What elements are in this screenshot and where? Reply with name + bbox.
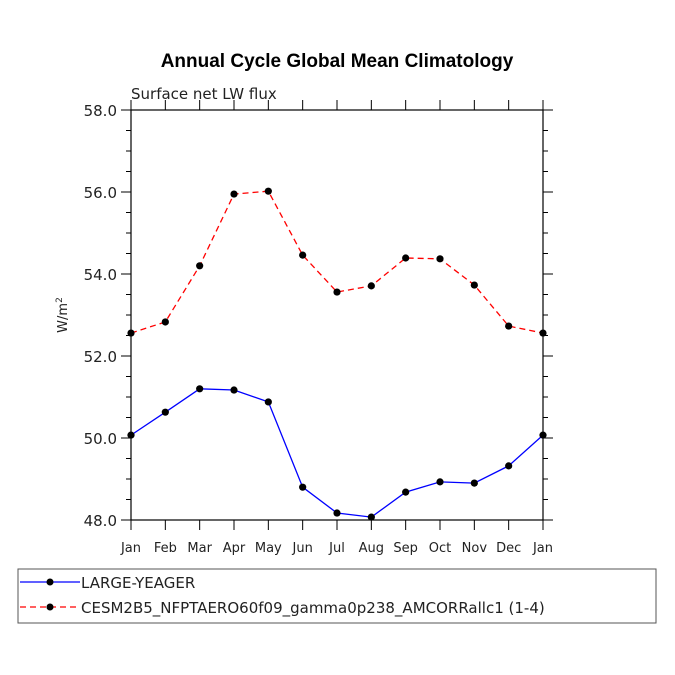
plot-frame (130, 109, 544, 521)
data-point (505, 462, 513, 470)
data-point (264, 187, 272, 195)
x-tick-label: Jun (292, 541, 313, 556)
data-point (299, 251, 307, 259)
data-point (402, 254, 410, 262)
data-point (196, 385, 204, 393)
y-axis-label-text: W/m (56, 303, 71, 333)
y-tick-label: 48.0 (84, 512, 117, 530)
x-tick-label: Feb (154, 541, 177, 556)
x-tick-label: Dec (496, 541, 521, 556)
y-tick-label: 54.0 (84, 266, 117, 284)
chart-subtitle: Surface net LW flux (131, 85, 277, 103)
data-point (505, 322, 513, 330)
data-point (402, 488, 410, 496)
data-point (127, 329, 135, 337)
data-point (161, 408, 169, 416)
x-tick-label: Sep (393, 541, 418, 556)
data-point (127, 431, 135, 439)
x-tick-label: May (255, 541, 282, 556)
x-tick-label: Jan (532, 541, 553, 556)
y-tick-label: 52.0 (84, 348, 117, 366)
x-tick-label: Jul (328, 541, 345, 556)
data-point (367, 513, 375, 521)
y-axis-label-sup: 2 (55, 297, 65, 303)
data-point (230, 386, 238, 394)
x-tick-label: Mar (187, 541, 212, 556)
data-point (264, 398, 272, 406)
x-tick-label: Nov (462, 541, 488, 556)
data-point (230, 190, 238, 198)
y-tick-label: 58.0 (84, 102, 117, 120)
y-tick-label: 50.0 (84, 430, 117, 448)
x-tick-label: Apr (223, 541, 246, 556)
data-point (161, 318, 169, 326)
data-point (539, 431, 547, 439)
data-point (196, 262, 204, 270)
series-line-1 (130, 190, 544, 334)
series-group (127, 187, 547, 521)
x-tick-label: Oct (429, 541, 451, 556)
x-tick-label: Aug (359, 541, 384, 556)
data-point (436, 255, 444, 263)
legend-marker (46, 578, 54, 586)
data-point (470, 479, 478, 487)
data-point (470, 281, 478, 289)
data-point (436, 478, 444, 486)
legend-box (17, 568, 657, 624)
legend-item-large-yeager: LARGE-YEAGER (20, 574, 195, 592)
series-line-0 (130, 388, 544, 518)
data-point (299, 483, 307, 491)
data-point (539, 329, 547, 337)
data-point (333, 288, 341, 296)
legend-label: CESM2B5_NFPTAERO60f09_gamma0p238_AMCORRa… (81, 599, 545, 618)
axes: 48.0 50.0 52.0 54.0 56.0 58.0 Jan Feb Mar Apr May J… (84, 100, 553, 556)
y-axis-label: W/m2 (55, 297, 71, 333)
y-tick-label: 56.0 (84, 184, 117, 202)
legend-label: LARGE-YEAGER (81, 574, 195, 592)
x-tick-label: Jan (120, 541, 141, 556)
chart-title: Annual Cycle Global Mean Climatology (161, 51, 514, 72)
legend-marker (46, 603, 54, 611)
data-point (333, 509, 341, 517)
data-point (367, 282, 375, 290)
legend-item-cesm2b5: CESM2B5_NFPTAERO60f09_gamma0p238_AMCORRa… (20, 599, 545, 618)
